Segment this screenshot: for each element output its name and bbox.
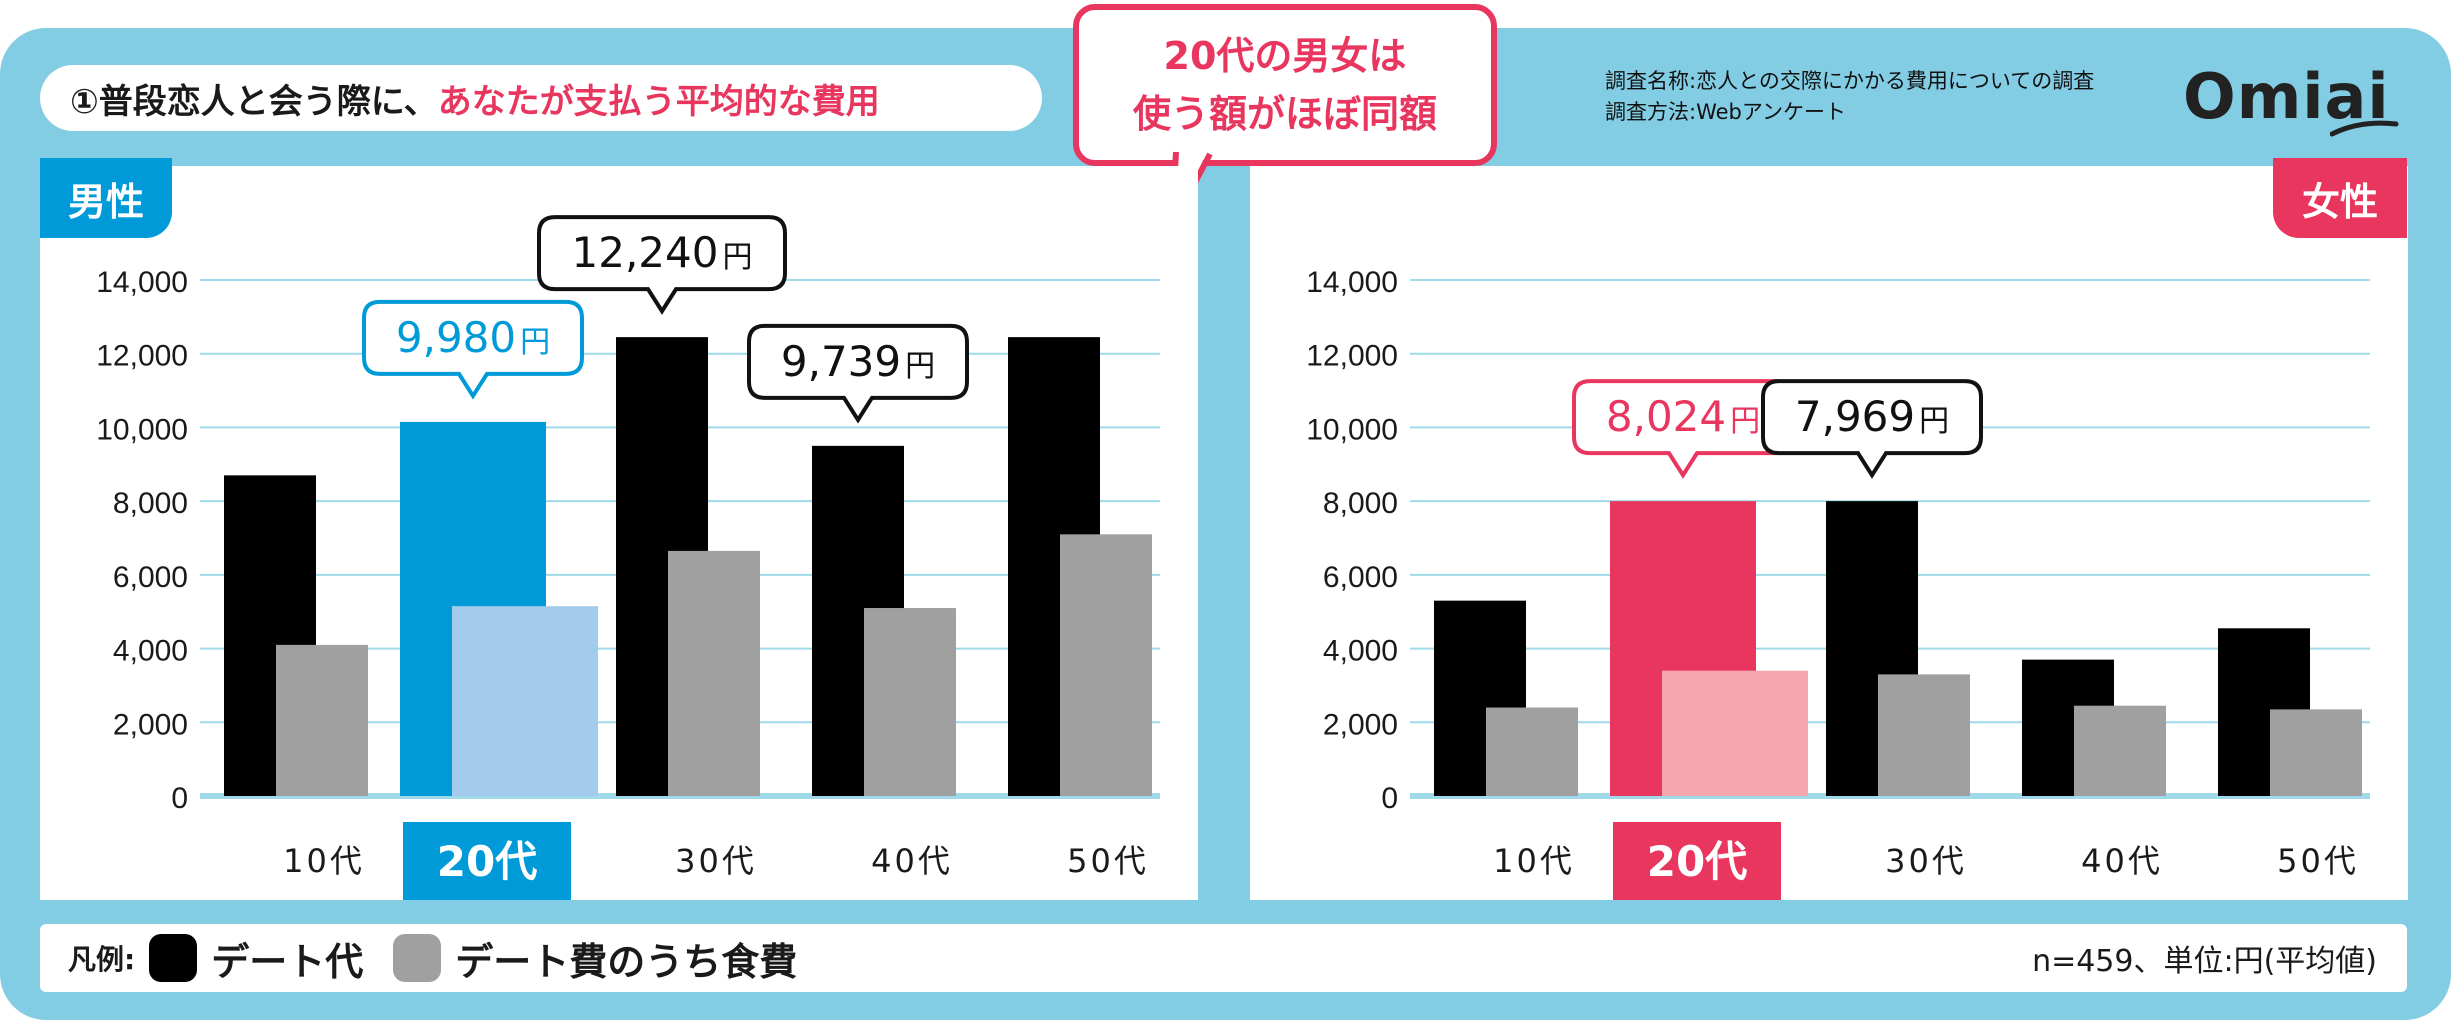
female-bar-food-0 — [1486, 707, 1578, 796]
male-annotation-value-1: 12,240 円 — [572, 228, 753, 277]
male-annotation-value-2: 9,739 円 — [781, 337, 935, 386]
female-x-label-1: 20代 — [1647, 837, 1747, 886]
female-y-tick: 10,000 — [1306, 413, 1398, 446]
male-y-tick: 10,000 — [96, 413, 188, 446]
male-annotation-0: 9,980 円 — [362, 299, 584, 400]
female-bar-food-2 — [1878, 674, 1970, 796]
sample-note: n=459、単位:円(平均値) — [2032, 944, 2377, 979]
female-annotation-value-0: 8,024 円 — [1606, 392, 1760, 441]
male-x-label-1: 20代 — [437, 837, 537, 886]
survey-name: 調査名称:恋人との交際にかかる費用についての調査 — [1605, 69, 2095, 93]
female-y-tick: 2,000 — [1323, 708, 1398, 741]
female-bar-food-1 — [1662, 670, 1808, 796]
male-y-tick: 8,000 — [113, 487, 188, 520]
survey-info: 調査名称:恋人との交際にかかる費用についての調査 調査方法:Webアンケート — [1605, 66, 2094, 128]
survey-method: 調査方法:Webアンケート — [1605, 100, 1847, 124]
female-y-tick: 8,000 — [1323, 487, 1398, 520]
male-annotation-value-0: 9,980 円 — [396, 313, 550, 362]
male-bar-food-4 — [1060, 534, 1152, 796]
male-y-tick: 4,000 — [113, 635, 188, 668]
legend: 凡例: デート代 デート費のうち食費 n=459、単位:円(平均値) — [40, 924, 2407, 992]
male-bar-food-0 — [276, 644, 368, 796]
female-x-label-3: 40代 — [2081, 842, 2163, 880]
chart-title: ①普段恋人と会う際に、 あなたが支払う平均的な費用 — [40, 65, 1042, 131]
female-annotation-bubble-1 — [1761, 379, 1983, 479]
female-bar-food-4 — [2270, 709, 2362, 796]
legend-swatch-food — [393, 934, 442, 982]
female-annotation-0: 8,024 円 — [1572, 379, 1794, 479]
male-bar-food-3 — [864, 608, 956, 796]
female-y-tick: 0 — [1381, 782, 1398, 815]
legend-item-food: デート費のうち食費 — [455, 939, 798, 984]
female-annotation-1: 7,969 円 — [1761, 379, 1983, 479]
logo-swoosh-icon — [2330, 120, 2399, 137]
male-highlight-label-bg — [403, 822, 571, 900]
male-tag: 男性 — [40, 158, 172, 238]
male-y-tick: 12,000 — [96, 340, 188, 373]
male-x-label-4: 50代 — [1067, 842, 1149, 880]
male-y-tick: 0 — [171, 782, 188, 815]
male-y-tick: 2,000 — [113, 708, 188, 741]
omiai-logo: Omiai — [2183, 60, 2390, 133]
male-x-label-0: 10代 — [283, 842, 365, 880]
male-annotation-2: 9,739 円 — [747, 323, 969, 424]
male-annotation-bubble-1 — [537, 215, 787, 315]
male-x-label-2: 30代 — [675, 842, 757, 880]
female-y-tick: 4,000 — [1323, 635, 1398, 668]
male-annotation-bubble-2 — [747, 323, 969, 424]
male-annotation-bubble-0 — [362, 299, 584, 400]
male-bar-food-2 — [668, 550, 760, 796]
female-tag: 女性 — [2273, 158, 2407, 238]
male-x-label-3: 40代 — [871, 842, 953, 880]
male-annotation-1: 12,240 円 — [537, 215, 787, 315]
male-bar-food-1 — [452, 606, 598, 796]
female-x-label-4: 50代 — [2277, 842, 2359, 880]
female-x-label-2: 30代 — [1885, 842, 1967, 880]
female-y-tick: 14,000 — [1306, 266, 1398, 299]
female-x-label-0: 10代 — [1493, 842, 1575, 880]
legend-swatch-date — [149, 934, 198, 982]
male-y-tick: 6,000 — [113, 561, 188, 594]
title-highlight: あなたが支払う平均的な費用 — [437, 81, 880, 122]
female-y-tick: 6,000 — [1323, 561, 1398, 594]
legend-label: 凡例: — [68, 943, 136, 976]
female-bar-food-3 — [2074, 705, 2166, 796]
female-annotation-value-1: 7,969 円 — [1795, 392, 1949, 441]
legend-item-date: デート代 — [211, 939, 364, 984]
title-prefix: ①普段恋人と会う際に、 — [70, 81, 438, 122]
female-highlight-label-bg — [1613, 822, 1781, 900]
female-chart: 0 2,000 4,000 6,000 8,000 10,000 12,000 14,000 1… — [1306, 266, 2370, 900]
female-y-tick: 12,000 — [1306, 340, 1398, 373]
callout-line-1: 20代の男女は — [1163, 34, 1407, 78]
male-chart: 0 2,000 4,000 6,000 8,000 10,000 12,000 14,000 1… — [96, 215, 1160, 900]
headline-callout: 20代の男女は 使う額がほぼ同額 — [1073, 4, 1497, 166]
callout-line-2: 使う額がほぼ同額 — [1132, 92, 1437, 136]
male-y-tick: 14,000 — [96, 266, 188, 299]
